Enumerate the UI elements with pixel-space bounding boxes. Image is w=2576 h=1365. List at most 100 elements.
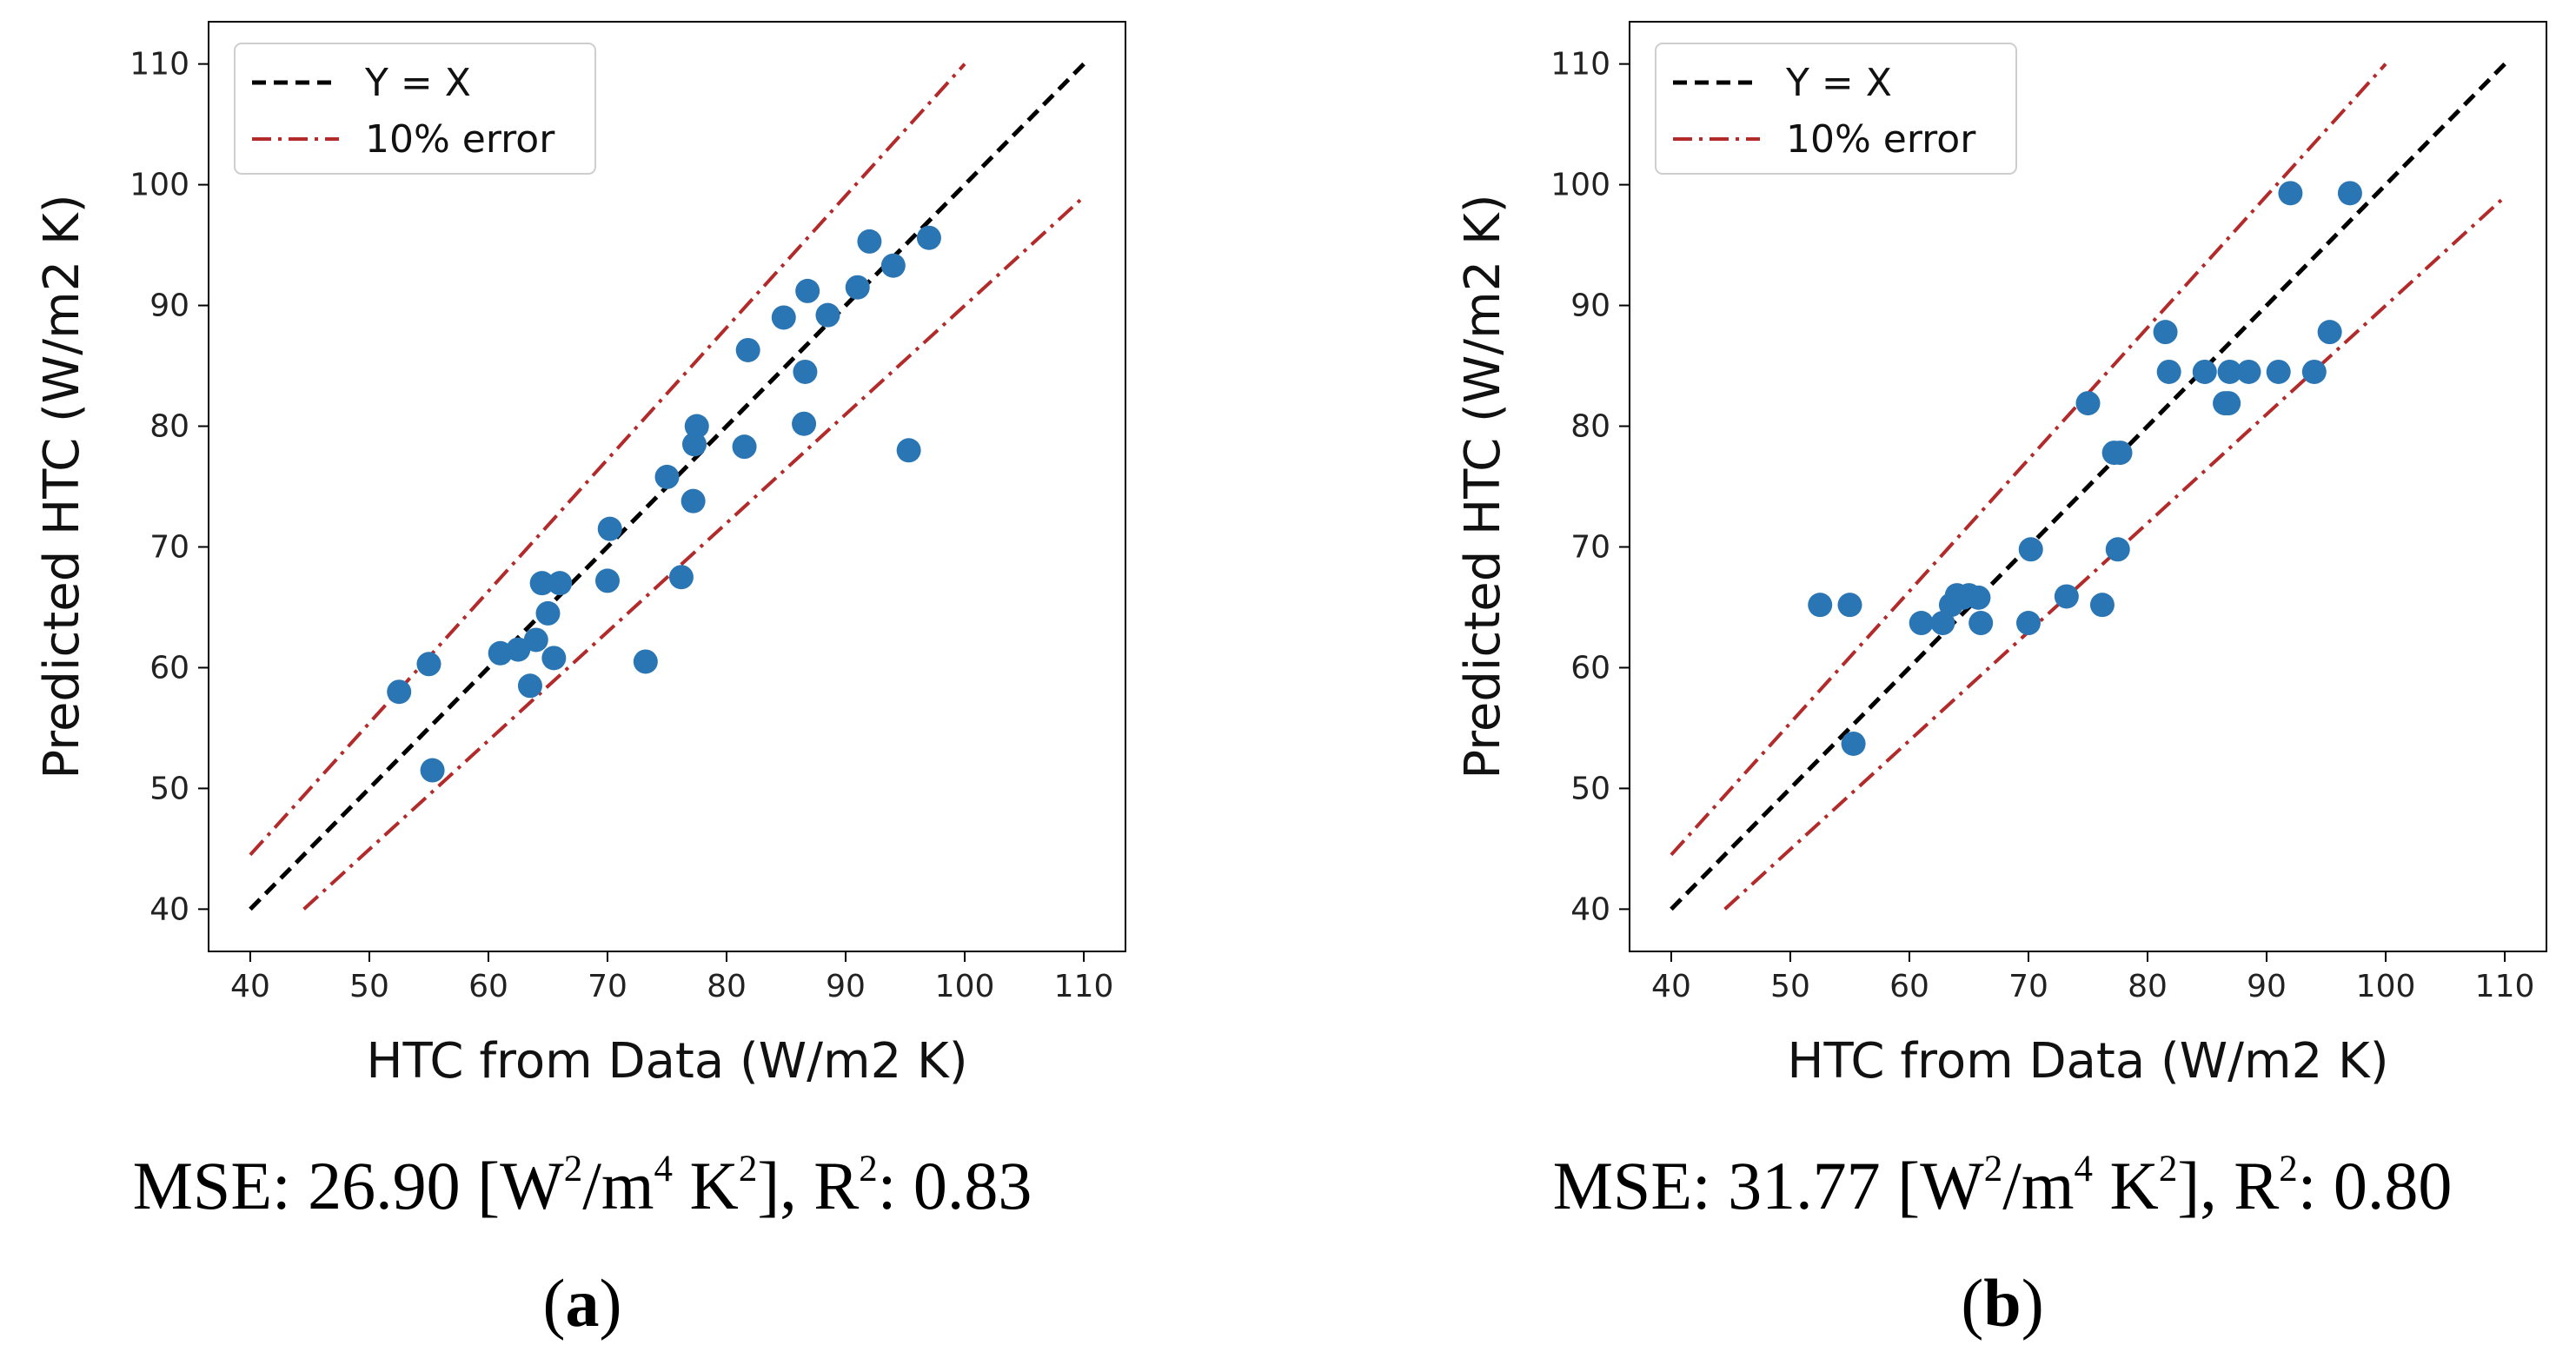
data-point — [387, 679, 412, 705]
data-point — [916, 225, 941, 250]
y-tick-label: 110 — [1550, 47, 1610, 83]
legend-label-error: 10% error — [365, 117, 555, 162]
data-point — [2018, 537, 2043, 562]
data-point — [795, 278, 820, 303]
data-point — [793, 359, 818, 384]
y-tick-label: 50 — [149, 771, 189, 806]
x-tick-label: 50 — [349, 969, 389, 1004]
y-tick-label: 50 — [1570, 771, 1610, 806]
data-point — [771, 305, 796, 330]
upper-error-line — [249, 63, 966, 857]
data-point — [2236, 359, 2261, 384]
caption-label-a: (a) — [542, 1265, 622, 1341]
data-point — [815, 302, 840, 328]
data-point — [2266, 359, 2291, 384]
x-tick-label: 70 — [2008, 969, 2048, 1004]
data-point — [2108, 441, 2133, 466]
data-point — [681, 488, 706, 514]
data-point — [668, 565, 694, 590]
y-tick-label: 90 — [149, 288, 189, 324]
x-tick-label: 80 — [707, 969, 747, 1004]
data-point — [2278, 181, 2303, 206]
x-tick-label: 90 — [826, 969, 866, 1004]
y-tick-label: 90 — [1570, 288, 1610, 324]
data-point — [2192, 359, 2217, 384]
data-point — [517, 673, 542, 699]
y-tick-label: 100 — [129, 168, 189, 203]
data-point — [792, 411, 817, 436]
data-point — [732, 434, 757, 460]
legend-label-error: 10% error — [1786, 117, 1976, 162]
y-tick-label: 80 — [1570, 409, 1610, 445]
y-tick-label: 100 — [1550, 168, 1610, 203]
data-point — [597, 516, 622, 541]
y-axis-label: Predicted HTC (W/m2 K) — [34, 194, 90, 779]
data-point — [2337, 181, 2362, 206]
data-point — [2105, 537, 2130, 562]
x-tick-label: 40 — [230, 969, 270, 1004]
data-point — [1930, 611, 1955, 636]
lower-error-line — [302, 195, 1086, 911]
data-point — [2015, 611, 2041, 636]
data-point — [682, 432, 707, 457]
data-point — [1909, 611, 1934, 636]
y-tick-label: 60 — [149, 650, 189, 686]
y-tick-label: 80 — [149, 409, 189, 445]
x-tick-label: 60 — [468, 969, 508, 1004]
data-point — [416, 652, 442, 677]
data-point — [633, 649, 658, 674]
data-point — [529, 571, 554, 596]
data-point — [1837, 593, 1862, 618]
y-tick-label: 40 — [149, 891, 189, 927]
x-tick-label: 40 — [1651, 969, 1691, 1004]
data-point — [845, 275, 870, 300]
caption-metrics-b: MSE: 31.77 [W2/m4 K2], R2: 0.80 — [1552, 1148, 2453, 1223]
data-point — [420, 758, 445, 783]
x-tick-label: 50 — [1770, 969, 1810, 1004]
data-point — [2216, 391, 2241, 416]
data-point — [2153, 320, 2178, 345]
x-axis-label: HTC from Data (W/m2 K) — [1787, 1033, 2388, 1090]
x-tick-label: 70 — [588, 969, 627, 1004]
data-point — [1808, 593, 1833, 618]
data-point — [1841, 731, 1866, 756]
y-tick-label: 70 — [1570, 529, 1610, 565]
data-point — [2301, 359, 2327, 384]
chart-panel-a: 40 50 60 70 80 90 100 110 40 50 60 70 80 90 100 110 HTC … — [34, 21, 1126, 1090]
data-point — [1969, 611, 1994, 636]
data-point — [654, 464, 680, 489]
data-point — [535, 600, 561, 626]
y-tick-label: 60 — [1570, 650, 1610, 686]
x-tick-label: 90 — [2247, 969, 2287, 1004]
data-point — [523, 627, 548, 653]
legend-label-yx: Y = X — [364, 61, 471, 105]
data-point — [857, 229, 882, 254]
data-point — [880, 253, 906, 278]
data-point — [735, 337, 760, 362]
data-point — [2217, 359, 2242, 384]
x-tick-label: 110 — [2475, 969, 2535, 1004]
data-point — [1966, 585, 1991, 610]
data-point — [2075, 391, 2101, 416]
data-point — [2054, 584, 2079, 609]
data-point — [541, 646, 567, 671]
x-tick-label: 60 — [1889, 969, 1929, 1004]
data-point — [896, 438, 921, 463]
data-point — [2089, 593, 2115, 618]
x-tick-label: 110 — [1054, 969, 1114, 1004]
y-tick-label: 40 — [1570, 891, 1610, 927]
data-point — [684, 414, 709, 439]
legend-box — [234, 43, 596, 175]
y-tick-label: 110 — [129, 47, 189, 83]
legend-box — [1655, 43, 2017, 175]
caption-label-b: (b) — [1961, 1265, 2044, 1341]
data-point — [548, 571, 573, 596]
caption-metrics-a: MSE: 26.90 [W2/m4 K2], R2: 0.83 — [132, 1148, 1032, 1223]
chart-panel-b: 40 50 60 70 80 90 100 110 40 50 60 70 80 90 100 110 HTC … — [1455, 21, 2547, 1090]
data-point — [2317, 320, 2342, 345]
y-equals-x-line — [1670, 62, 2506, 911]
data-point — [2156, 359, 2181, 384]
y-tick-label: 70 — [149, 529, 189, 565]
y-axis-label: Predicted HTC (W/m2 K) — [1455, 194, 1511, 779]
